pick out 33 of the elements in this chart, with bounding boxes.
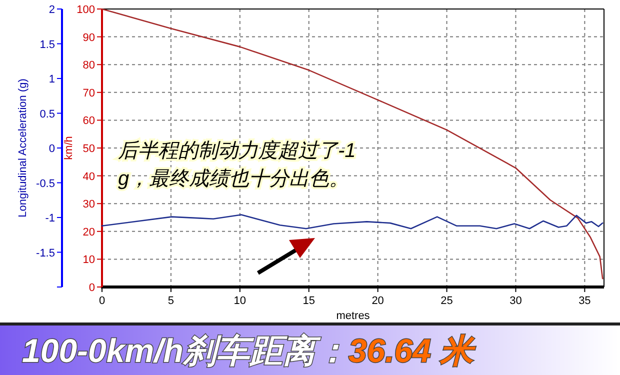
y-tick-label: 20 [82, 226, 95, 238]
y-tick-label: 80 [82, 60, 95, 72]
x-tick-label: 25 [440, 295, 453, 307]
y-tick-label: 100 [76, 4, 95, 16]
y2-tick-label: 1.5 [40, 38, 55, 51]
y2-tick-label: 1 [48, 74, 55, 86]
x-tick-label: 10 [234, 295, 246, 307]
y-tick-label: 0 [88, 282, 95, 294]
y-tick-label: 60 [82, 115, 95, 128]
line-series [101, 214, 604, 230]
x-tick-label: 30 [510, 295, 522, 307]
x-tick-label: 5 [168, 295, 174, 307]
x-axis-title: metres [336, 310, 370, 322]
y-axis-title: km/h [63, 136, 75, 160]
y2-tick-label: -1 [45, 212, 55, 224]
y2-tick-label: 0 [48, 143, 55, 155]
text: 100-0km/h刹车距离：36.64 米 [22, 332, 476, 369]
y-tick-label: 90 [82, 32, 95, 44]
x-tick-label: 20 [372, 295, 384, 307]
x-tick-label: 15 [302, 295, 315, 307]
y2-tick-label: 0.5 [40, 108, 55, 120]
y2-tick-label: 2 [48, 4, 55, 16]
y-tick-label: 50 [82, 143, 95, 155]
y2-tick-label: -1.5 [36, 247, 55, 260]
y2-axis-title: Longitudinal Acceleration (g) [17, 78, 29, 218]
x-tick-label: 0 [98, 295, 106, 307]
y-tick-label: 70 [82, 87, 95, 100]
y-tick-label: 30 [82, 198, 95, 211]
y-tick-label: 40 [82, 170, 95, 183]
y2-tick-label: -0.5 [36, 178, 55, 190]
x-tick-label: 35 [578, 295, 591, 307]
y-tick-label: 10 [82, 254, 95, 266]
annotation: 后半程的制动力度超过了-1g，最终成绩也十分出色。 [118, 140, 356, 190]
